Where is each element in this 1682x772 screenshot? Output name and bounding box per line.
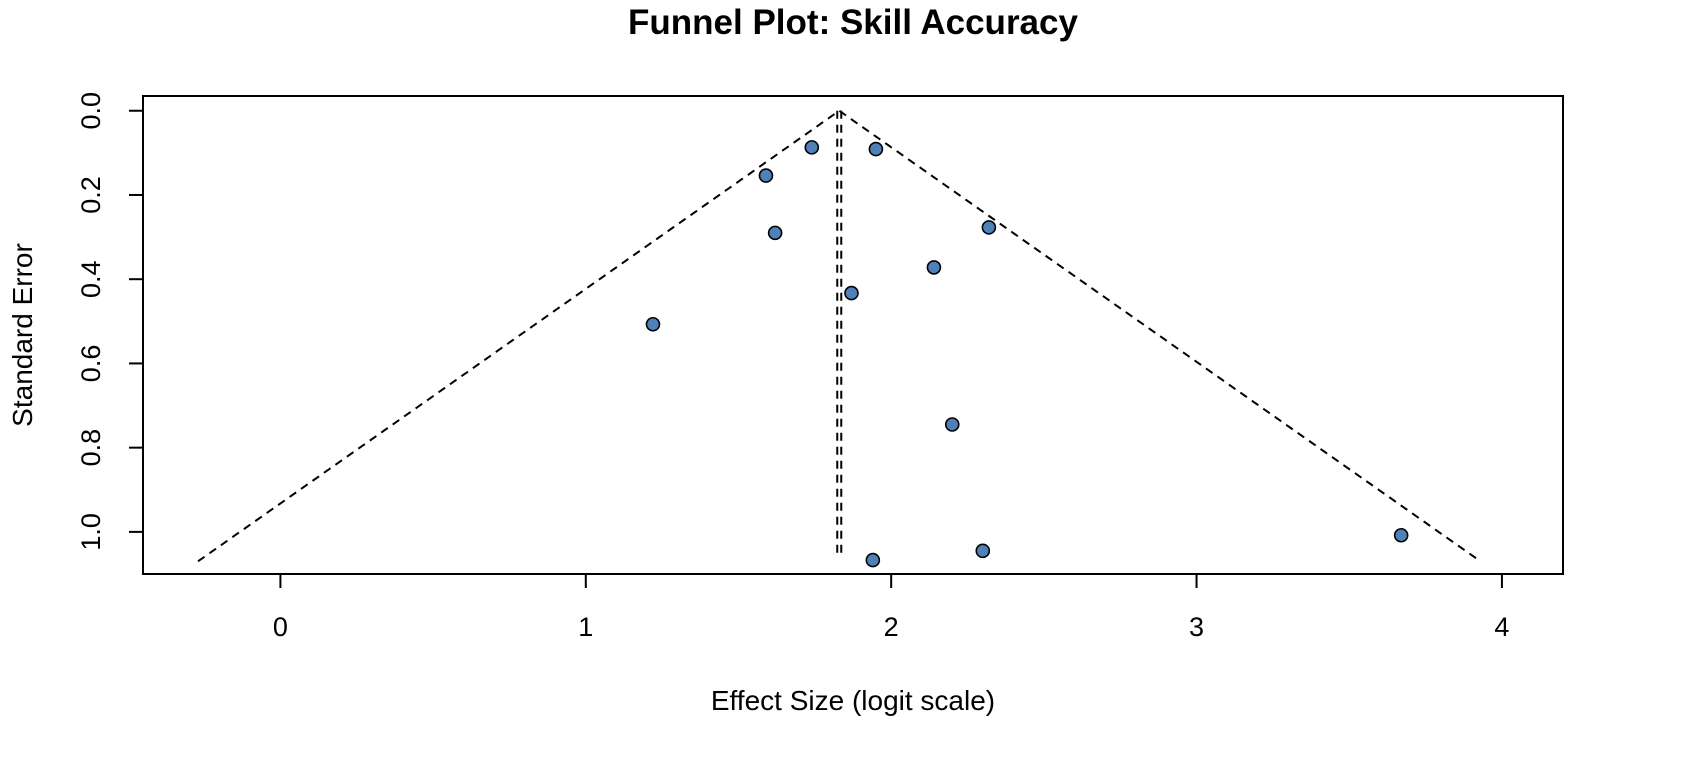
plot-frame [142, 95, 1564, 575]
y-axis: 0.0 0.2 0.4 0.6 0.8 1.0 [76, 92, 143, 551]
study-point [975, 543, 991, 559]
y-tick-label: 0.4 [76, 260, 106, 298]
funnel-outline [197, 109, 1482, 563]
x-axis-label: Effect Size (logit scale) [711, 685, 995, 716]
study-point [844, 285, 859, 301]
study-point [865, 552, 881, 568]
study-point [868, 141, 884, 157]
study-point [804, 140, 820, 155]
funnel-lines [197, 109, 1482, 563]
x-tick-label: 2 [884, 612, 899, 642]
study-point [981, 220, 997, 235]
x-tick-label: 1 [578, 612, 593, 642]
study-point [767, 225, 783, 241]
study-point [944, 417, 960, 432]
chart-title: Funnel Plot: Skill Accuracy [628, 3, 1078, 42]
x-tick-label: 3 [1189, 612, 1204, 642]
study-point [645, 316, 661, 332]
study-points [645, 140, 1409, 568]
study-point [1393, 527, 1409, 543]
x-axis: 0 1 2 3 4 [273, 574, 1509, 642]
y-tick-label: 0.8 [76, 429, 106, 467]
study-point [758, 168, 774, 183]
y-tick-label: 0.2 [76, 176, 106, 214]
y-tick-label: 0.6 [76, 345, 106, 383]
y-tick-label: 0.0 [76, 92, 106, 130]
x-tick-label: 4 [1494, 612, 1509, 642]
x-tick-label: 0 [273, 612, 288, 642]
y-axis-label: Standard Error [7, 243, 38, 427]
y-tick-label: 1.0 [76, 513, 106, 551]
study-point [926, 260, 942, 275]
